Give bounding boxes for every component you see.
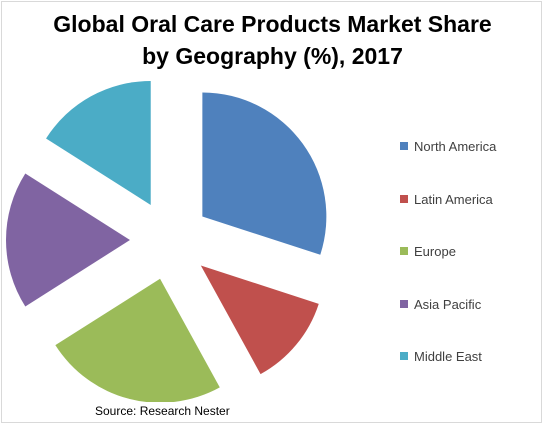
legend-label-middle-east: Middle East bbox=[414, 348, 482, 364]
legend-item-middle-east: Middle East bbox=[400, 348, 482, 364]
pie-slice-middle-east bbox=[46, 80, 151, 205]
pie-slice-europe bbox=[55, 278, 220, 402]
pie-slice-north-america bbox=[202, 92, 327, 255]
legend-swatch-middle-east bbox=[400, 352, 408, 360]
legend-item-latin-america: Latin America bbox=[400, 191, 493, 207]
legend-swatch-asia-pacific bbox=[400, 300, 408, 308]
legend-label-north-america: North America bbox=[414, 138, 497, 154]
pie-slice-asia-pacific bbox=[5, 173, 130, 307]
pie-slice-latin-america bbox=[200, 265, 319, 375]
chart-title-line-2: by Geography (%), 2017 bbox=[142, 43, 403, 69]
legend-label-europe: Europe bbox=[414, 243, 456, 259]
legend-swatch-north-america bbox=[400, 142, 408, 150]
legend-item-europe: Europe bbox=[400, 243, 456, 259]
legend-swatch-europe bbox=[400, 247, 408, 255]
legend-label-asia-pacific: Asia Pacific bbox=[414, 296, 482, 312]
pie-chart bbox=[5, 80, 327, 402]
legend-swatch-latin-america bbox=[400, 195, 408, 203]
legend-item-north-america: North America bbox=[400, 138, 496, 154]
chart-title: Global Oral Care Products Market Share b… bbox=[2, 8, 543, 72]
source-note: Source: Research Nester bbox=[95, 404, 230, 418]
legend-label-latin-america: Latin America bbox=[414, 191, 493, 207]
legend-item-asia-pacific: Asia Pacific bbox=[400, 296, 481, 312]
chart-title-line-1: Global Oral Care Products Market Share bbox=[53, 11, 492, 37]
